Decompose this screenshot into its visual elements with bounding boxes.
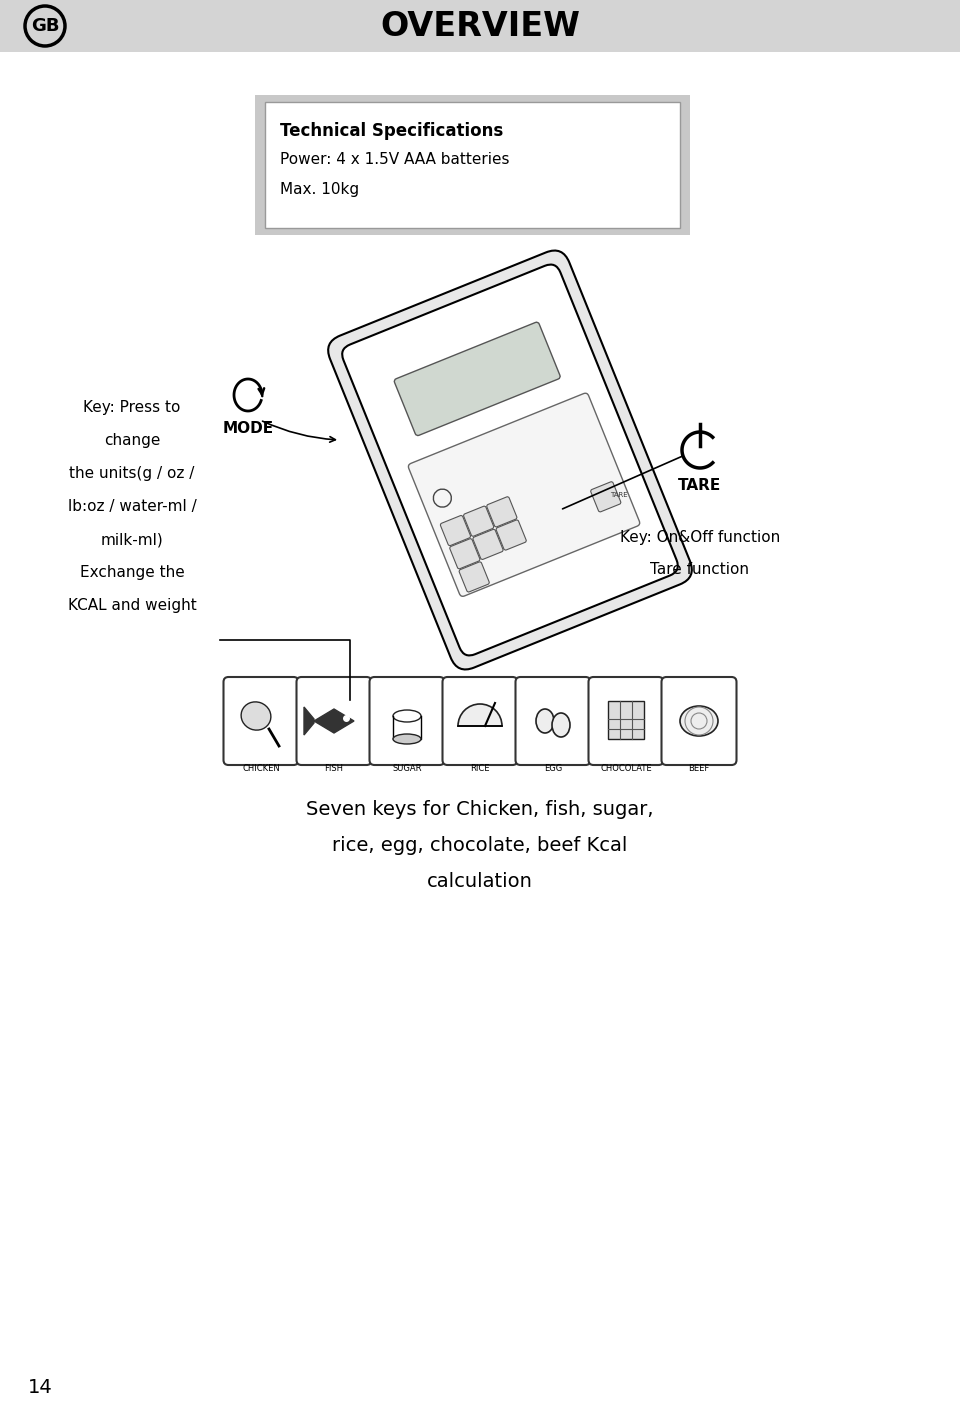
Text: Power: 4 x 1.5V AAA batteries: Power: 4 x 1.5V AAA batteries xyxy=(280,152,510,167)
Text: MODE: MODE xyxy=(223,420,274,436)
FancyBboxPatch shape xyxy=(608,701,644,740)
Text: KCAL and weight: KCAL and weight xyxy=(67,598,197,613)
Text: SUGAR: SUGAR xyxy=(393,764,421,772)
Polygon shape xyxy=(304,707,314,735)
Text: rice, egg, chocolate, beef Kcal: rice, egg, chocolate, beef Kcal xyxy=(332,836,628,855)
Text: Seven keys for Chicken, fish, sugar,: Seven keys for Chicken, fish, sugar, xyxy=(306,799,654,819)
Text: CHOCOLATE: CHOCOLATE xyxy=(600,764,652,772)
Text: Key: On&Off function: Key: On&Off function xyxy=(620,530,780,544)
Text: lb:oz / water-ml /: lb:oz / water-ml / xyxy=(67,499,197,514)
Ellipse shape xyxy=(680,705,718,735)
FancyBboxPatch shape xyxy=(408,393,639,596)
FancyBboxPatch shape xyxy=(297,677,372,765)
FancyBboxPatch shape xyxy=(395,322,561,436)
FancyBboxPatch shape xyxy=(370,677,444,765)
FancyBboxPatch shape xyxy=(487,497,516,527)
Text: milk-ml): milk-ml) xyxy=(101,532,163,547)
Text: the units(g / oz /: the units(g / oz / xyxy=(69,466,195,482)
Text: Max. 10kg: Max. 10kg xyxy=(280,182,359,197)
Text: CHICKEN: CHICKEN xyxy=(242,764,280,772)
Text: TARE: TARE xyxy=(679,477,722,493)
Ellipse shape xyxy=(536,710,554,732)
FancyBboxPatch shape xyxy=(265,103,680,228)
Text: OVERVIEW: OVERVIEW xyxy=(380,10,580,43)
FancyBboxPatch shape xyxy=(449,539,480,569)
FancyBboxPatch shape xyxy=(224,677,299,765)
Ellipse shape xyxy=(241,703,271,730)
Text: Tare function: Tare function xyxy=(651,561,750,577)
Text: Technical Specifications: Technical Specifications xyxy=(280,123,503,140)
Text: GB: GB xyxy=(31,17,60,36)
FancyBboxPatch shape xyxy=(255,95,690,235)
Ellipse shape xyxy=(393,734,421,744)
Text: 14: 14 xyxy=(28,1378,53,1396)
FancyBboxPatch shape xyxy=(441,516,470,546)
FancyBboxPatch shape xyxy=(661,677,736,765)
FancyBboxPatch shape xyxy=(328,251,692,670)
Text: BEEF: BEEF xyxy=(688,764,709,772)
FancyBboxPatch shape xyxy=(443,677,517,765)
Text: calculation: calculation xyxy=(427,872,533,891)
FancyBboxPatch shape xyxy=(496,520,526,550)
Text: RICE: RICE xyxy=(470,764,490,772)
Ellipse shape xyxy=(552,712,570,737)
Text: Exchange the: Exchange the xyxy=(80,564,184,580)
FancyBboxPatch shape xyxy=(464,506,493,536)
FancyBboxPatch shape xyxy=(588,677,663,765)
Text: EGG: EGG xyxy=(544,764,563,772)
Polygon shape xyxy=(314,710,354,732)
FancyBboxPatch shape xyxy=(516,677,590,765)
FancyBboxPatch shape xyxy=(459,561,490,591)
Wedge shape xyxy=(458,704,502,725)
Text: Key: Press to: Key: Press to xyxy=(84,400,180,415)
Text: change: change xyxy=(104,433,160,447)
FancyBboxPatch shape xyxy=(473,529,503,560)
Text: TARE: TARE xyxy=(611,492,628,497)
Text: FISH: FISH xyxy=(324,764,344,772)
FancyBboxPatch shape xyxy=(590,482,621,512)
Ellipse shape xyxy=(393,710,421,722)
Bar xyxy=(0,0,960,51)
FancyBboxPatch shape xyxy=(342,265,678,656)
